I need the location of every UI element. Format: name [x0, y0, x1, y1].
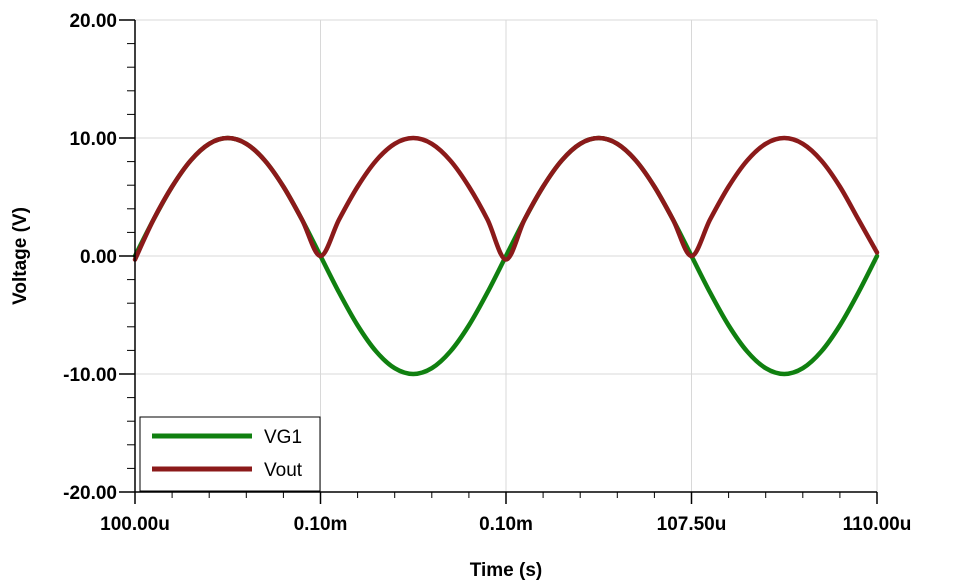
- tick-labels: 20.00 10.00 0.00 -10.00 -20.00 100.00u 0.10m 0.…: [63, 11, 911, 535]
- y-tick-label: -10.00: [63, 365, 117, 386]
- x-tick-label: 0.10m: [479, 514, 533, 535]
- legend-box: [139, 416, 321, 492]
- axes: [119, 19, 878, 504]
- y-tick-label: 10.00: [69, 129, 117, 150]
- legend-label-vg1: VG1: [264, 427, 302, 448]
- series-layer: [132, 135, 880, 377]
- series-line-vout: [132, 135, 880, 262]
- x-axis-title: Time (s): [470, 560, 543, 581]
- x-tick-label: 100.00u: [100, 514, 170, 535]
- x-tick-label: 107.50u: [657, 514, 727, 535]
- legend: VG1 Vout: [139, 416, 321, 492]
- y-tick-label: 0.00: [80, 247, 117, 268]
- y-tick-label: 20.00: [69, 11, 117, 32]
- y-axis-title: Voltage (V): [10, 207, 31, 305]
- y-tick-label: -20.00: [63, 483, 117, 504]
- legend-label-vout: Vout: [264, 460, 303, 481]
- x-tick-label: 110.00u: [843, 514, 912, 535]
- x-tick-label: 0.10m: [294, 514, 348, 535]
